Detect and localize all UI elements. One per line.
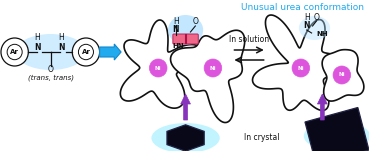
Text: N: N: [173, 26, 179, 34]
Text: Ni: Ni: [155, 66, 161, 71]
Text: N: N: [58, 43, 65, 53]
FancyBboxPatch shape: [173, 34, 198, 44]
Text: H: H: [59, 34, 64, 42]
FancyArrow shape: [318, 94, 327, 120]
Text: HN: HN: [172, 43, 184, 49]
Text: O: O: [313, 13, 319, 22]
Text: In crystal: In crystal: [244, 133, 279, 143]
Polygon shape: [322, 50, 364, 101]
Ellipse shape: [168, 15, 203, 45]
Text: Ni: Ni: [210, 66, 216, 71]
Circle shape: [333, 66, 351, 84]
Text: Ar: Ar: [10, 49, 19, 55]
Text: In solution: In solution: [229, 35, 269, 45]
Ellipse shape: [152, 123, 220, 151]
FancyArrow shape: [100, 44, 121, 60]
Text: H: H: [173, 18, 179, 26]
Polygon shape: [167, 125, 204, 151]
Circle shape: [204, 59, 222, 77]
Ellipse shape: [304, 121, 370, 151]
Text: Ni: Ni: [297, 66, 304, 71]
Text: NH: NH: [316, 31, 328, 37]
Polygon shape: [253, 15, 343, 111]
FancyArrow shape: [181, 94, 191, 120]
Circle shape: [72, 38, 100, 66]
Ellipse shape: [15, 34, 86, 70]
Text: N: N: [34, 43, 40, 53]
Circle shape: [292, 59, 310, 77]
Circle shape: [1, 38, 28, 66]
Text: Ni: Ni: [339, 72, 345, 77]
Circle shape: [78, 44, 93, 60]
Ellipse shape: [299, 16, 330, 40]
Text: H: H: [304, 13, 310, 22]
Text: O: O: [48, 66, 54, 74]
Polygon shape: [120, 20, 201, 108]
Circle shape: [7, 44, 22, 60]
Circle shape: [149, 59, 167, 77]
Text: Unusual urea conformation: Unusual urea conformation: [241, 3, 364, 13]
Text: (trans, trans): (trans, trans): [28, 75, 74, 81]
Text: N: N: [304, 21, 310, 31]
Text: H: H: [34, 34, 40, 42]
Polygon shape: [170, 30, 245, 122]
Polygon shape: [305, 108, 369, 151]
Text: O: O: [192, 18, 198, 26]
Text: Ar: Ar: [82, 49, 90, 55]
